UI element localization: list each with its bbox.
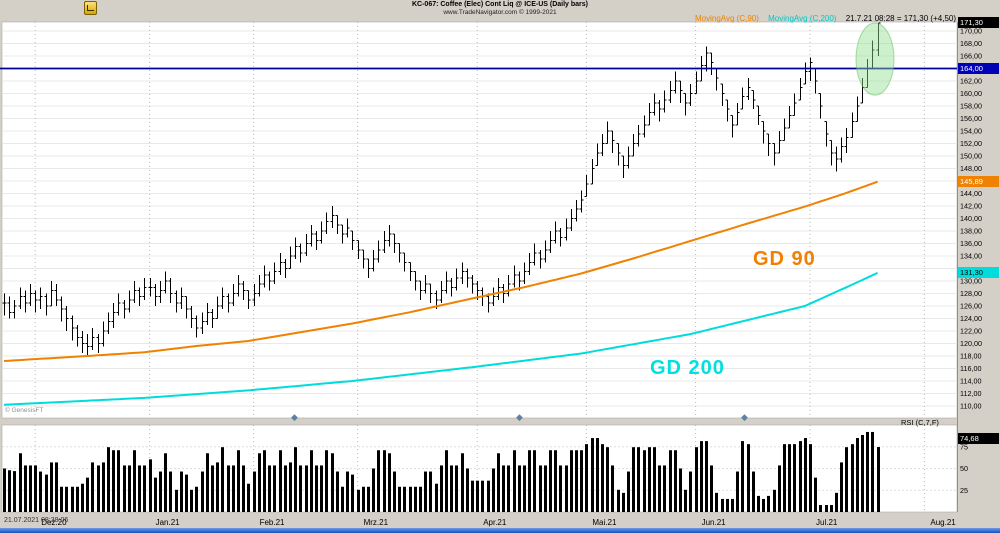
svg-text:128,00: 128,00: [960, 289, 982, 298]
legend-quote: 21.7.21 08:28 = 171,30 (+4,50): [845, 14, 956, 23]
svg-text:144,00: 144,00: [960, 189, 982, 198]
resistance-level-box: 164,00: [958, 63, 999, 74]
svg-text:Jun.21: Jun.21: [702, 518, 727, 527]
month-axis-labels: Dez.20 Jan.21 Feb.21 Mrz.21 Apr.21 Mai.21 Jun.…: [41, 518, 956, 527]
svg-text:118,00: 118,00: [960, 352, 981, 361]
gd200-annotation: GD 200: [650, 357, 725, 379]
taskbar-edge: [0, 528, 1000, 533]
svg-text:Aug.21: Aug.21: [930, 518, 956, 527]
svg-text:150,00: 150,00: [960, 152, 982, 161]
svg-text:138,00: 138,00: [960, 227, 982, 236]
svg-text:162,00: 162,00: [960, 77, 982, 86]
highlight-ellipse: [855, 22, 895, 96]
rsi-value-box: 74,68: [958, 433, 999, 444]
panel-splitter-icon[interactable]: ◆: [291, 412, 298, 422]
last-price-box: 171,30: [958, 17, 999, 28]
svg-text:160,00: 160,00: [960, 89, 982, 98]
status-timestamp: 21.07.2021 08:38:06: [4, 517, 69, 524]
svg-text:168,00: 168,00: [960, 39, 982, 48]
svg-text:110,00: 110,00: [960, 402, 981, 411]
chart-subtitle: www.TradeNavigator.com © 1999-2021: [443, 9, 557, 16]
svg-text:Jul.21: Jul.21: [816, 518, 838, 527]
svg-text:Feb.21: Feb.21: [260, 518, 285, 527]
svg-text:112,00: 112,00: [960, 389, 981, 398]
rsi-axis-labels: 75 50 25: [960, 442, 968, 495]
price-panel: [1, 21, 958, 419]
gd200-line: [3, 271, 879, 406]
svg-text:Dez.20: Dez.20: [41, 518, 67, 527]
gd90-annotation: GD 90: [753, 248, 816, 270]
svg-text:126,00: 126,00: [960, 302, 982, 311]
svg-text:120,00: 120,00: [960, 339, 982, 348]
svg-text:122,00: 122,00: [960, 327, 982, 336]
price-gridlines: [2, 30, 957, 407]
svg-text:124,00: 124,00: [960, 314, 982, 323]
svg-text:130,00: 130,00: [960, 277, 982, 286]
gd90-line: [3, 180, 878, 362]
app-icon[interactable]: [84, 1, 97, 15]
svg-text:158,00: 158,00: [960, 102, 982, 111]
svg-text:116,00: 116,00: [960, 364, 981, 373]
svg-text:Apr.21: Apr.21: [483, 518, 507, 527]
legend-ma90-label[interactable]: MovingAvg (C,90): [695, 14, 759, 23]
legend: MovingAvg (C,90) MovingAvg (C,200) 21.7.…: [695, 14, 956, 23]
legend-ma200-label[interactable]: MovingAvg (C,200): [768, 14, 837, 23]
panel-splitter-icon[interactable]: ◆: [741, 412, 748, 422]
gd200-value-box: 131,30: [958, 267, 999, 278]
svg-text:114,00: 114,00: [960, 377, 981, 386]
rsi-histogram: [3, 431, 880, 512]
svg-text:Jan.21: Jan.21: [156, 518, 181, 527]
svg-text:170,00: 170,00: [960, 27, 982, 36]
svg-text:166,00: 166,00: [960, 52, 982, 61]
panel-splitter-icon[interactable]: ◆: [516, 412, 523, 422]
svg-text:142,00: 142,00: [960, 202, 982, 211]
copyright-note: © GenesisFT: [5, 407, 44, 414]
svg-text:156,00: 156,00: [960, 114, 982, 123]
svg-text:25: 25: [960, 486, 968, 495]
svg-text:75: 75: [960, 442, 968, 451]
svg-text:Mai.21: Mai.21: [592, 518, 617, 527]
svg-text:50: 50: [960, 464, 968, 473]
price-axis-labels: 110,00 112,00 114,00 116,00 118,00 120,00 122,…: [960, 27, 982, 411]
svg-text:148,00: 148,00: [960, 164, 982, 173]
rsi-gridlines: [2, 446, 957, 491]
gd90-value-box: 145,89: [958, 176, 999, 187]
rsi-indicator-label: RSI (C,7,F): [901, 418, 939, 427]
chart-title: KC-067: Coffee (Elec) Cont Liq @ ICE-US …: [411, 1, 588, 8]
svg-text:136,00: 136,00: [960, 239, 982, 248]
svg-text:Mrz.21: Mrz.21: [364, 518, 389, 527]
svg-text:134,00: 134,00: [960, 252, 982, 261]
svg-text:154,00: 154,00: [960, 127, 982, 136]
svg-text:140,00: 140,00: [960, 214, 982, 223]
svg-text:152,00: 152,00: [960, 139, 982, 148]
